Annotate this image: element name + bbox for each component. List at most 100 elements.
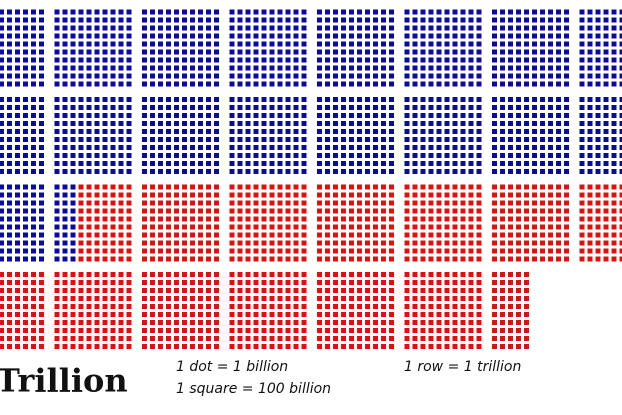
dot (118, 121, 124, 126)
dot (492, 145, 497, 150)
dot (460, 256, 466, 262)
dot (428, 25, 434, 31)
dot (277, 33, 283, 39)
dot (460, 304, 466, 309)
dot (39, 105, 44, 110)
dot (285, 224, 291, 230)
dot (54, 57, 60, 63)
dot (23, 121, 28, 126)
dot (166, 105, 171, 110)
dot (436, 121, 442, 126)
dot (198, 65, 203, 71)
dot (15, 129, 20, 134)
dot (78, 121, 84, 126)
dot (39, 9, 44, 15)
dot (62, 25, 68, 31)
dot (452, 129, 458, 134)
dot (253, 113, 259, 118)
dot (7, 256, 12, 262)
dot (190, 121, 195, 126)
dot (261, 288, 267, 293)
dot (436, 336, 442, 341)
dot (70, 184, 76, 190)
dot (325, 137, 330, 142)
dot (237, 145, 243, 150)
dot (468, 216, 474, 222)
dot (15, 296, 20, 301)
dot (595, 192, 601, 198)
dot (341, 208, 346, 214)
dot (420, 49, 426, 55)
dot (420, 240, 426, 246)
dot (500, 97, 505, 102)
dot (23, 312, 28, 317)
dot (126, 336, 132, 341)
dot (492, 312, 497, 317)
dot (420, 113, 426, 118)
dot (7, 304, 12, 309)
dot (500, 200, 505, 206)
dot (190, 153, 195, 158)
dot (110, 200, 116, 206)
dot (611, 216, 617, 222)
dot (404, 312, 410, 317)
dot (428, 192, 434, 198)
dot (245, 57, 251, 63)
dot (285, 272, 291, 277)
dot (15, 208, 20, 214)
dot (524, 280, 529, 285)
dot (532, 57, 537, 63)
dot (301, 121, 307, 126)
dot (190, 256, 195, 262)
dot (492, 9, 497, 15)
dot (381, 288, 386, 293)
dot (237, 184, 243, 190)
dot (293, 57, 299, 63)
dot (293, 97, 299, 102)
dot (182, 320, 187, 325)
dot (174, 280, 179, 285)
dot (190, 200, 195, 206)
dot (468, 17, 474, 23)
dot (349, 272, 354, 277)
dot (261, 97, 267, 102)
dot (261, 248, 267, 254)
dot (118, 240, 124, 246)
dot (317, 184, 322, 190)
dot (476, 57, 482, 63)
dot (158, 17, 163, 23)
dot (206, 33, 211, 39)
dot (150, 137, 155, 142)
dot (556, 153, 561, 158)
dot (94, 73, 100, 79)
dot (436, 200, 442, 206)
dot (357, 97, 362, 102)
dot (190, 57, 195, 63)
dot (158, 248, 163, 254)
dot (182, 312, 187, 317)
dot (595, 97, 601, 102)
dot (0, 145, 4, 150)
dot (333, 41, 338, 47)
dot (412, 33, 418, 39)
dot (579, 161, 585, 166)
dot (532, 81, 537, 87)
dot (174, 272, 179, 277)
dot (460, 320, 466, 325)
dot (587, 208, 593, 214)
dot (206, 320, 211, 325)
dot (540, 200, 545, 206)
dot (253, 17, 259, 23)
dot (508, 57, 513, 63)
dot (190, 192, 195, 198)
dot (325, 73, 330, 79)
dot (94, 192, 100, 198)
dot (524, 73, 529, 79)
dot (595, 65, 601, 71)
dot (476, 121, 482, 126)
dot (452, 312, 458, 317)
dot (206, 200, 211, 206)
dot (500, 272, 505, 277)
dot (325, 121, 330, 126)
dot (428, 328, 434, 333)
